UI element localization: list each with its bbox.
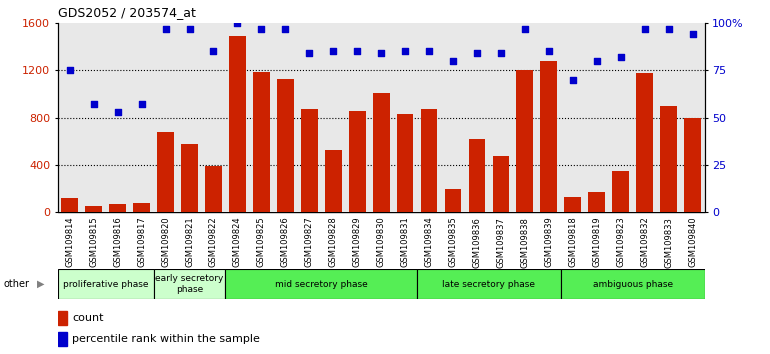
Text: GSM109820: GSM109820 <box>161 217 170 267</box>
Bar <box>157 132 174 212</box>
Point <box>231 20 243 26</box>
Point <box>351 48 363 54</box>
Point <box>423 48 435 54</box>
Point <box>495 51 507 56</box>
Point <box>64 68 76 73</box>
Text: GSM109818: GSM109818 <box>568 217 578 268</box>
Bar <box>301 109 318 212</box>
Bar <box>349 110 366 212</box>
Bar <box>636 73 653 212</box>
Point <box>591 58 603 64</box>
Point <box>136 102 148 107</box>
Point <box>112 109 124 115</box>
Point <box>255 26 267 32</box>
Point <box>614 54 627 60</box>
Bar <box>561 269 705 299</box>
Text: GSM109836: GSM109836 <box>473 217 481 268</box>
Text: GSM109837: GSM109837 <box>497 217 505 268</box>
Bar <box>325 150 342 212</box>
Point <box>88 102 100 107</box>
Point <box>447 58 459 64</box>
Bar <box>469 139 485 212</box>
Text: GSM109840: GSM109840 <box>688 217 697 267</box>
Bar <box>277 79 293 212</box>
Bar <box>517 70 534 212</box>
Point <box>303 51 316 56</box>
Point <box>327 48 340 54</box>
Bar <box>541 61 557 212</box>
Bar <box>229 36 246 212</box>
Point <box>470 51 483 56</box>
Bar <box>397 114 413 212</box>
Text: GSM109833: GSM109833 <box>664 217 673 268</box>
Point <box>686 32 698 37</box>
Bar <box>444 189 461 212</box>
Text: GSM109817: GSM109817 <box>137 217 146 268</box>
Bar <box>420 109 437 212</box>
Text: early secretory
phase: early secretory phase <box>156 274 224 294</box>
Bar <box>181 144 198 212</box>
Bar <box>205 166 222 212</box>
Point <box>543 48 555 54</box>
Text: GSM109815: GSM109815 <box>89 217 99 267</box>
Bar <box>109 204 126 212</box>
Text: GSM109816: GSM109816 <box>113 217 122 268</box>
Text: GSM109824: GSM109824 <box>233 217 242 267</box>
Point <box>638 26 651 32</box>
Text: percentile rank within the sample: percentile rank within the sample <box>72 334 260 344</box>
Point <box>183 26 196 32</box>
Text: GSM109826: GSM109826 <box>281 217 290 268</box>
Text: GSM109831: GSM109831 <box>400 217 410 268</box>
Bar <box>62 198 78 212</box>
Point <box>567 77 579 83</box>
Bar <box>58 312 68 325</box>
Text: GSM109823: GSM109823 <box>616 217 625 268</box>
Text: GSM109827: GSM109827 <box>305 217 314 268</box>
Bar <box>493 156 509 212</box>
Bar <box>133 203 150 212</box>
Bar <box>58 269 153 299</box>
Bar <box>253 72 270 212</box>
Text: GSM109838: GSM109838 <box>521 217 530 268</box>
Point <box>399 48 411 54</box>
Bar <box>588 192 605 212</box>
Text: GSM109819: GSM109819 <box>592 217 601 267</box>
Text: GSM109825: GSM109825 <box>257 217 266 267</box>
Text: GDS2052 / 203574_at: GDS2052 / 203574_at <box>58 6 196 19</box>
Text: GSM109834: GSM109834 <box>424 217 434 268</box>
Text: other: other <box>4 279 30 289</box>
Text: GSM109832: GSM109832 <box>640 217 649 268</box>
Bar <box>685 118 701 212</box>
Text: GSM109830: GSM109830 <box>377 217 386 268</box>
Text: GSM109828: GSM109828 <box>329 217 338 268</box>
Text: GSM109814: GSM109814 <box>65 217 74 267</box>
Text: GSM109839: GSM109839 <box>544 217 554 268</box>
Point <box>519 26 531 32</box>
Text: GSM109835: GSM109835 <box>448 217 457 268</box>
Text: ambiguous phase: ambiguous phase <box>593 280 673 289</box>
Point <box>159 26 172 32</box>
Bar <box>58 332 68 346</box>
Text: GSM109829: GSM109829 <box>353 217 362 267</box>
Point <box>207 48 219 54</box>
Point <box>662 26 675 32</box>
Point <box>375 51 387 56</box>
Text: proliferative phase: proliferative phase <box>63 280 149 289</box>
Text: GSM109822: GSM109822 <box>209 217 218 267</box>
Point <box>280 26 292 32</box>
Bar <box>153 269 226 299</box>
Text: late secretory phase: late secretory phase <box>443 280 535 289</box>
Bar <box>660 106 677 212</box>
Bar <box>417 269 561 299</box>
Bar <box>564 197 581 212</box>
Text: GSM109821: GSM109821 <box>185 217 194 267</box>
Bar <box>226 269 417 299</box>
Bar <box>373 93 390 212</box>
Text: mid secretory phase: mid secretory phase <box>275 280 367 289</box>
Bar <box>85 206 102 212</box>
Bar <box>612 171 629 212</box>
Text: count: count <box>72 313 104 323</box>
Text: ▶: ▶ <box>37 279 45 289</box>
